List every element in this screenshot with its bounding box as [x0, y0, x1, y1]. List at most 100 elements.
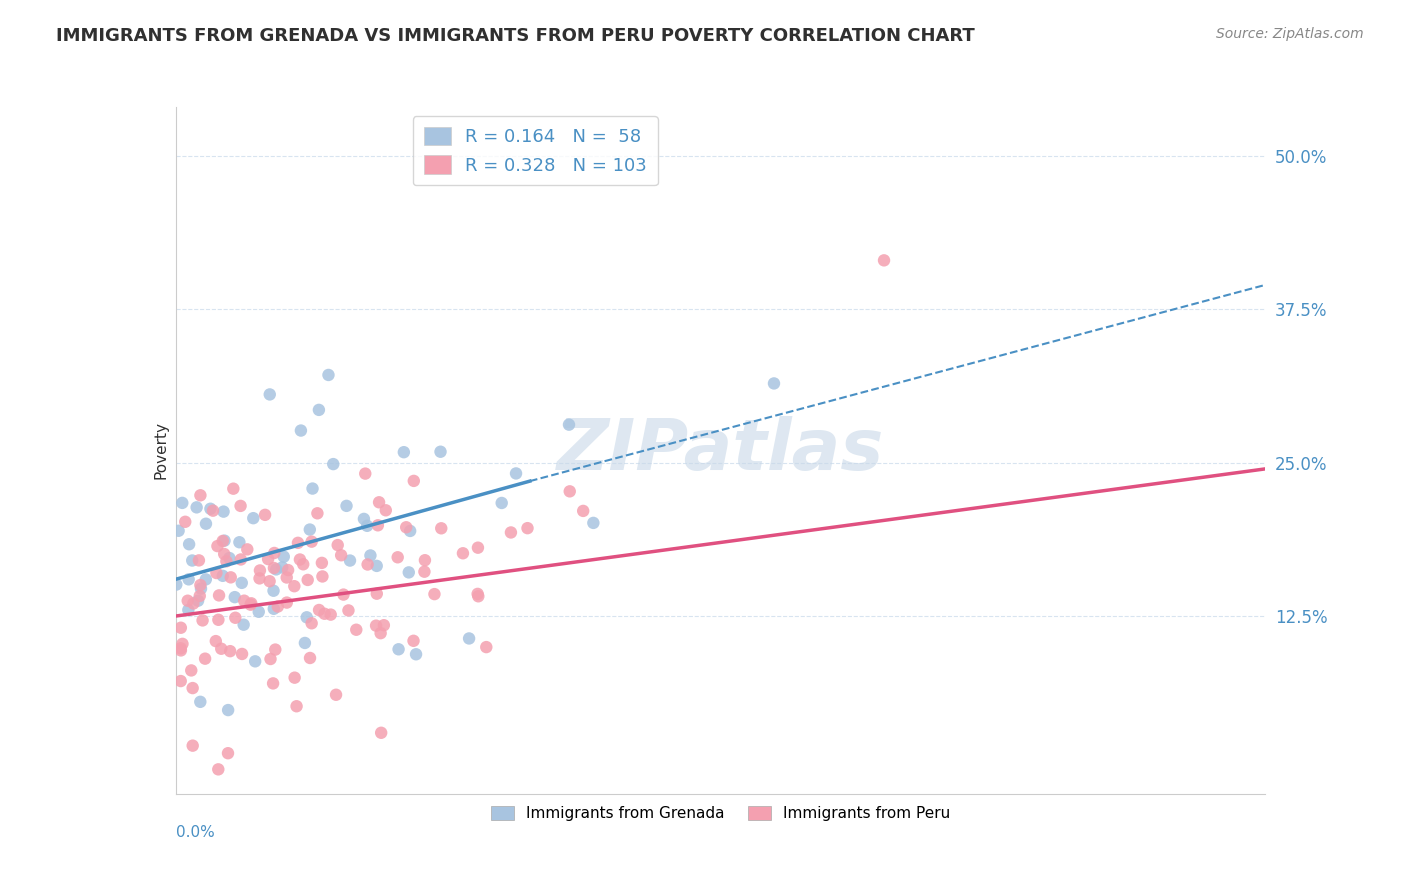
Point	[264, 562, 287, 576]
Point	[402, 633, 425, 648]
Point	[239, 598, 262, 612]
Point	[368, 495, 391, 509]
Point	[207, 762, 229, 776]
Point	[298, 523, 321, 537]
Point	[188, 695, 211, 709]
Point	[172, 496, 194, 510]
Point	[267, 599, 290, 614]
Point	[263, 583, 285, 598]
Point	[558, 417, 581, 432]
Point	[366, 587, 388, 601]
Y-axis label: Poverty: Poverty	[153, 421, 169, 480]
Point	[174, 515, 197, 529]
Point	[190, 488, 212, 502]
Point	[398, 566, 420, 580]
Point	[170, 674, 193, 689]
Point	[179, 537, 201, 551]
Point	[344, 623, 367, 637]
Point	[413, 553, 436, 567]
Point	[311, 556, 333, 570]
Point	[475, 640, 498, 654]
Point	[191, 614, 214, 628]
Point	[356, 518, 378, 533]
Point	[332, 588, 354, 602]
Point	[505, 467, 527, 481]
Point	[319, 607, 342, 622]
Point	[277, 563, 299, 577]
Text: ZIPatlas: ZIPatlas	[557, 416, 884, 485]
Point	[364, 618, 387, 632]
Point	[259, 387, 281, 401]
Point	[402, 474, 425, 488]
Point	[283, 579, 305, 593]
Point	[284, 671, 307, 685]
Point	[254, 508, 277, 522]
Point	[292, 558, 315, 572]
Point	[373, 618, 395, 632]
Point	[181, 553, 204, 567]
Point	[387, 642, 409, 657]
Point	[405, 647, 427, 661]
Point	[177, 603, 200, 617]
Point	[582, 516, 605, 530]
Point	[330, 548, 353, 562]
Point	[167, 524, 190, 538]
Point	[236, 542, 259, 557]
Point	[366, 558, 388, 573]
Point	[249, 571, 271, 585]
Legend: Immigrants from Grenada, Immigrants from Peru: Immigrants from Grenada, Immigrants from…	[485, 800, 956, 828]
Point	[217, 703, 239, 717]
Point	[165, 577, 187, 591]
Point	[222, 482, 245, 496]
Point	[208, 588, 231, 602]
Point	[467, 541, 489, 555]
Point	[211, 569, 233, 583]
Point	[177, 593, 200, 607]
Point	[259, 574, 281, 589]
Point	[181, 681, 204, 695]
Point	[186, 500, 208, 515]
Point	[339, 553, 361, 567]
Point	[170, 621, 193, 635]
Point	[467, 587, 489, 601]
Point	[188, 589, 211, 603]
Point	[873, 253, 896, 268]
Point	[374, 503, 396, 517]
Point	[259, 652, 281, 666]
Point	[430, 521, 453, 535]
Point	[491, 496, 513, 510]
Point	[762, 376, 785, 391]
Point	[215, 554, 238, 568]
Point	[263, 602, 285, 616]
Point	[177, 572, 200, 586]
Point	[207, 613, 229, 627]
Point	[212, 505, 235, 519]
Point	[273, 549, 295, 564]
Point	[231, 575, 253, 590]
Point	[243, 654, 266, 668]
Point	[228, 535, 250, 549]
Point	[181, 739, 204, 753]
Point	[395, 520, 418, 534]
Point	[219, 570, 242, 584]
Point	[276, 596, 298, 610]
Point	[387, 550, 409, 565]
Point	[370, 626, 392, 640]
Point	[172, 637, 194, 651]
Point	[356, 558, 378, 572]
Point	[232, 617, 254, 632]
Point	[170, 641, 193, 656]
Point	[288, 552, 311, 566]
Point	[219, 644, 242, 658]
Point	[263, 546, 285, 560]
Point	[229, 499, 252, 513]
Text: Source: ZipAtlas.com: Source: ZipAtlas.com	[1216, 27, 1364, 41]
Point	[242, 511, 264, 525]
Point	[233, 593, 256, 607]
Point	[276, 570, 298, 584]
Point	[271, 560, 294, 574]
Point	[429, 444, 451, 458]
Point	[229, 552, 252, 566]
Point	[516, 521, 538, 535]
Point	[231, 647, 253, 661]
